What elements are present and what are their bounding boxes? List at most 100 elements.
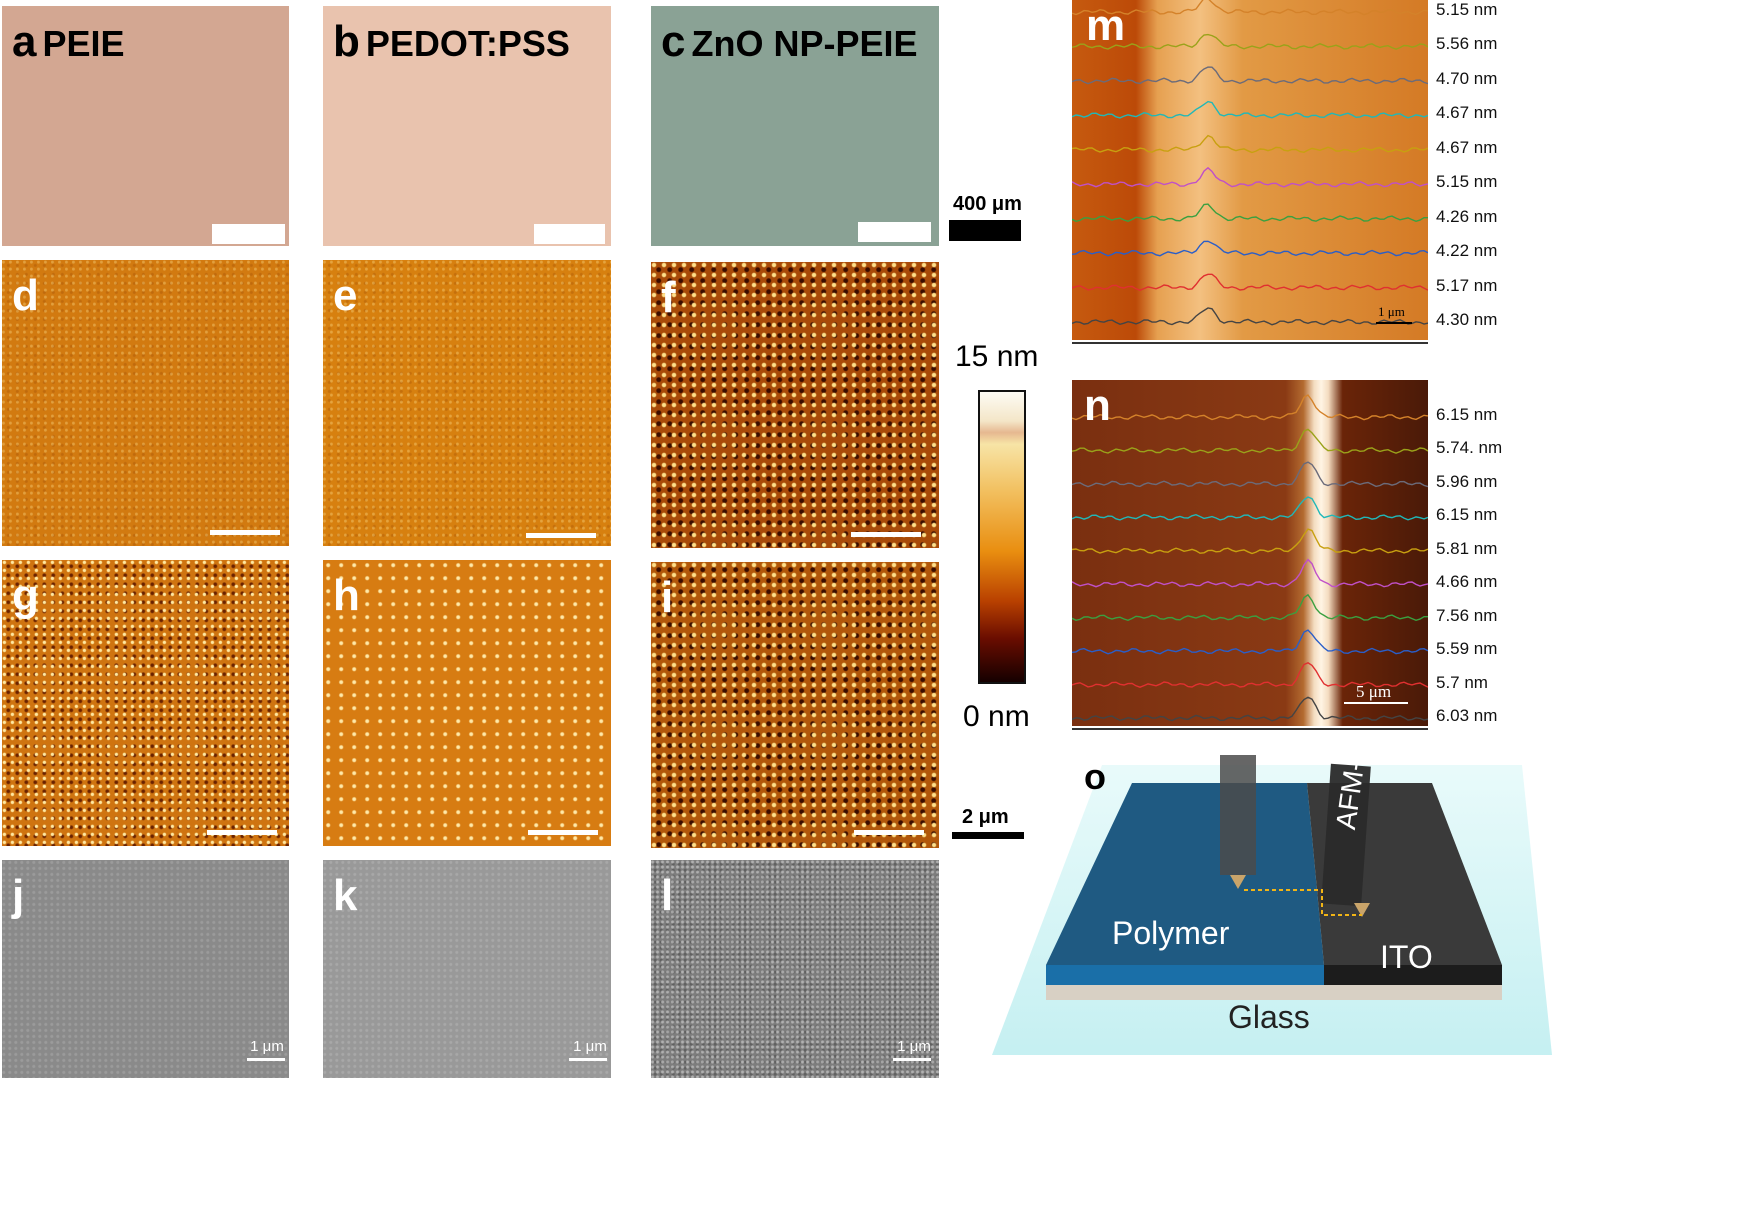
panel-j-scalebar [247, 1058, 285, 1061]
panel-f-label: f [661, 273, 676, 322]
thickness-label: 5.56 nm [1436, 34, 1498, 54]
ito-front [1324, 965, 1502, 985]
colorbar-max-label: 15 nm [955, 340, 1039, 373]
panel-m-afm-profile: m 1 μm [1072, 0, 1428, 340]
ito-label: ITO [1380, 939, 1433, 975]
panel-i-label: i [661, 573, 674, 622]
panel-i-scalebar [854, 830, 924, 835]
profile-trace [1072, 0, 1428, 16]
thickness-label: 6.15 nm [1436, 505, 1498, 525]
profile-trace [1072, 461, 1428, 488]
panel-n-traces [1072, 394, 1428, 722]
panel-c-label: c ZnO NP-PEIE [661, 20, 918, 64]
profile-trace [1072, 166, 1428, 188]
panel-a-label: a PEIE [12, 20, 125, 64]
panel-m-scale-text: 1 μm [1378, 304, 1405, 319]
panel-o-label: o [1084, 756, 1106, 797]
panel-c-title: ZnO NP-PEIE [691, 23, 918, 64]
panel-c-optical: c ZnO NP-PEIE [651, 6, 939, 246]
panel-k-label: k [333, 871, 358, 920]
panel-o-drawing [992, 755, 1552, 1055]
panel-m-axis [1072, 342, 1428, 344]
thickness-label: 4.22 nm [1436, 241, 1498, 261]
thickness-label: 4.67 nm [1436, 103, 1498, 123]
profile-trace [1072, 662, 1428, 688]
profile-trace [1072, 696, 1428, 722]
profile-trace [1072, 134, 1428, 154]
panel-j-sem: j 1 μm [2, 860, 289, 1078]
panel-a-letter: a [12, 17, 37, 66]
panel-f-afm: f [651, 262, 939, 548]
panel-f-scalebar [851, 532, 921, 537]
panel-e-scalebar [526, 533, 596, 538]
panel-e-afm: e [323, 260, 611, 546]
profile-trace [1072, 240, 1428, 257]
afm-tip-left-apex [1230, 875, 1246, 889]
panel-g-label: g [12, 571, 39, 620]
panel-c-scalebar [858, 222, 931, 242]
thickness-label: 5.15 nm [1436, 172, 1498, 192]
panel-d-afm: d [2, 260, 289, 546]
panel-n-scale-text: 5 μm [1356, 682, 1392, 701]
panel-j-label: j [12, 871, 25, 920]
afm-tip-right-apex [1354, 903, 1370, 917]
profile-trace [1072, 66, 1428, 85]
profile-trace [1072, 593, 1428, 622]
profile-trace [1072, 203, 1428, 223]
panel-h-scalebar [528, 830, 598, 835]
afm-scale-label: 2 μm [962, 806, 1009, 828]
thickness-label: 5.59 nm [1436, 639, 1498, 659]
panel-m-scalebar [1376, 322, 1412, 324]
thickness-label: 5.81 nm [1436, 538, 1498, 558]
panel-g-afm: g [2, 560, 289, 846]
thickness-label: 4.66 nm [1436, 572, 1498, 592]
panel-b-optical: b PEDOT:PSS [323, 6, 611, 246]
profile-trace [1072, 428, 1428, 454]
panel-j-scale-text: 1 μm [250, 1038, 284, 1055]
panel-h-afm: h [323, 560, 611, 846]
panel-l-scalebar [893, 1058, 931, 1061]
panel-l-label: l [661, 871, 674, 920]
panel-a-optical: a PEIE [2, 6, 289, 246]
profile-trace [1072, 307, 1428, 326]
thickness-label: 6.03 nm [1436, 706, 1498, 725]
panel-l-sem: l 1 μm [651, 860, 939, 1078]
afm-tip-right [1321, 763, 1371, 907]
thickness-label: 7.56 nm [1436, 605, 1498, 625]
profile-trace [1072, 496, 1428, 521]
thickness-label: 5.7 nm [1436, 672, 1488, 692]
panel-o-schematic: o Polymer ITO Glass AFM-Tip [962, 755, 1562, 1060]
panel-k-sem: k 1 μm [323, 860, 611, 1078]
profile-trace [1072, 394, 1428, 421]
panel-b-letter: b [333, 17, 360, 66]
panel-l-scale-text: 1 μm [897, 1038, 931, 1055]
thickness-label: 5.74. nm [1436, 438, 1503, 458]
panel-n-axis [1072, 728, 1428, 730]
thickness-label: 4.67 nm [1436, 137, 1498, 157]
panel-d-scalebar [210, 530, 280, 535]
panel-k-scalebar [569, 1058, 607, 1061]
thickness-label: 5.15 nm [1436, 0, 1498, 19]
profile-trace [1072, 629, 1428, 655]
thickness-label: 4.26 nm [1436, 206, 1498, 226]
afm-scale-bar [952, 832, 1024, 839]
panel-a-title: PEIE [42, 23, 125, 64]
panel-e-label: e [333, 271, 358, 320]
afm-tip-left [1220, 755, 1256, 875]
colorbar-min-label: 0 nm [963, 700, 1030, 733]
panel-n-scalebar [1344, 702, 1408, 704]
panel-b-label: b PEDOT:PSS [333, 20, 570, 64]
panel-i-afm: i [651, 562, 939, 848]
profile-trace [1072, 273, 1428, 291]
panel-b-title: PEDOT:PSS [365, 23, 570, 64]
panel-b-scalebar [534, 224, 605, 244]
polymer-label: Polymer [1112, 915, 1230, 951]
glass-label: Glass [1228, 999, 1310, 1035]
panel-g-scalebar [207, 830, 277, 835]
panel-n-afm-profile: n 5 μm [1072, 380, 1428, 726]
panel-d-label: d [12, 271, 39, 320]
thickness-label: 4.70 nm [1436, 68, 1498, 88]
height-step-line [1244, 889, 1362, 916]
panel-a-scalebar [212, 224, 285, 244]
thickness-label: 4.30 nm [1436, 310, 1498, 329]
